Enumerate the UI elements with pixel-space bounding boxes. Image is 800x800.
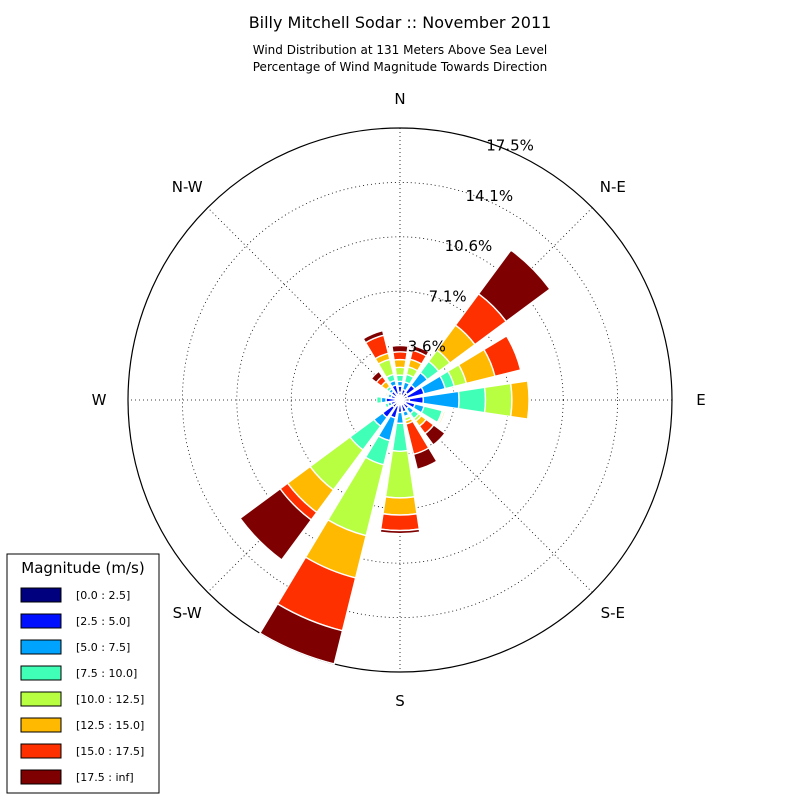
outer-ring (127, 127, 673, 673)
ring-label: 17.5% (486, 137, 534, 155)
chart-subtitle-line-2: Percentage of Wind Magnitude Towards Dir… (253, 60, 547, 74)
legend-swatch (20, 587, 62, 603)
windrose-bars (239, 249, 551, 665)
bar-segment (393, 358, 407, 369)
ring-label: 7.1% (429, 287, 467, 305)
bar-segment (370, 370, 384, 384)
legend-swatch (20, 717, 62, 733)
legend-label: [5.0 : 7.5] (76, 641, 130, 654)
bar-segment (395, 374, 405, 383)
direction-label: N-E (600, 178, 626, 196)
bar-segment (379, 528, 421, 535)
bar-segment (375, 395, 383, 405)
legend-label: [0.0 : 2.5] (76, 589, 130, 602)
bar-segment (239, 487, 313, 561)
ring-label: 3.6% (408, 338, 446, 356)
legend-swatch (20, 639, 62, 655)
bar-segment (437, 410, 447, 425)
bar-segment (457, 386, 487, 414)
bar-segment (258, 602, 344, 665)
legend-swatch (20, 665, 62, 681)
bar-segment (509, 380, 530, 420)
direction-label: S (395, 692, 405, 710)
bar-segment (483, 382, 513, 418)
bar-segment (477, 249, 551, 323)
bar-segment (391, 344, 409, 354)
bar-segment (423, 423, 446, 446)
ring-label: 14.1% (465, 187, 513, 205)
legend-swatch (20, 769, 62, 785)
ring-labels: 3.6% 7.1% 10.6% 14.1% 17.5% (408, 137, 534, 356)
bar-segment (384, 449, 416, 499)
legend-swatch (20, 743, 62, 759)
grid-ring (290, 290, 510, 510)
legend-label: [12.5 : 15.0] (76, 719, 144, 732)
legend-label: [7.5 : 10.0] (76, 667, 137, 680)
direction-label: N (394, 90, 405, 108)
bar-segment (411, 344, 430, 357)
legend-items: [0.0 : 2.5] [2.5 : 5.0] [5.0 : 7.5] [7.5 : … (20, 587, 144, 785)
bar-segment (379, 512, 421, 532)
bar-segment (382, 496, 418, 516)
direction-labels: N N-E E S-E S S-W W N-W (92, 90, 706, 710)
grid-ring (181, 181, 619, 619)
legend-label: [17.5 : inf] (76, 771, 134, 784)
legend-label: [10.0 : 12.5] (76, 693, 144, 706)
chart-subtitle-line-1: Wind Distribution at 131 Meters Above Se… (253, 43, 548, 57)
direction-label: W (92, 391, 107, 409)
legend-label: [2.5 : 5.0] (76, 615, 130, 628)
bar-segment (384, 391, 389, 398)
bar-segment (395, 411, 405, 425)
bar-segment (394, 366, 406, 377)
direction-label: E (696, 391, 705, 409)
bar-segment (391, 422, 409, 452)
ring-label: 10.6% (445, 237, 493, 255)
bar-segment (412, 447, 438, 471)
bar-segment (482, 334, 522, 378)
bar-segment (362, 329, 385, 344)
bar-segment (392, 351, 408, 361)
legend: Magnitude (m/s) [0.0 : 2.5] [2.5 : 5.0] [5… (6, 553, 160, 794)
legend-swatch (20, 613, 62, 629)
direction-label: N-W (172, 178, 203, 196)
legend-label: [15.0 : 17.5] (76, 745, 144, 758)
legend-swatch (20, 691, 62, 707)
legend-title: Magnitude (m/s) (21, 559, 144, 577)
bar-segment (384, 402, 391, 409)
chart-title: Billy Mitchell Sodar :: November 2011 (249, 13, 552, 32)
direction-label: S-W (173, 604, 202, 622)
bar-segment (422, 390, 460, 410)
direction-label: S-E (601, 604, 625, 622)
